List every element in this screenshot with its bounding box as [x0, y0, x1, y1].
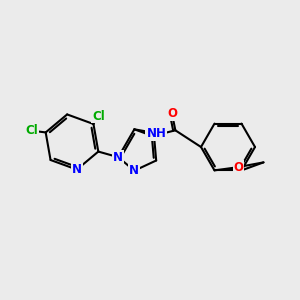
Text: N: N	[129, 164, 140, 177]
Text: N: N	[113, 151, 123, 164]
Text: O: O	[167, 107, 177, 120]
Text: NH: NH	[146, 127, 166, 140]
Text: O: O	[233, 161, 244, 174]
Text: N: N	[72, 163, 82, 176]
Text: Cl: Cl	[25, 124, 38, 137]
Text: Cl: Cl	[92, 110, 105, 122]
